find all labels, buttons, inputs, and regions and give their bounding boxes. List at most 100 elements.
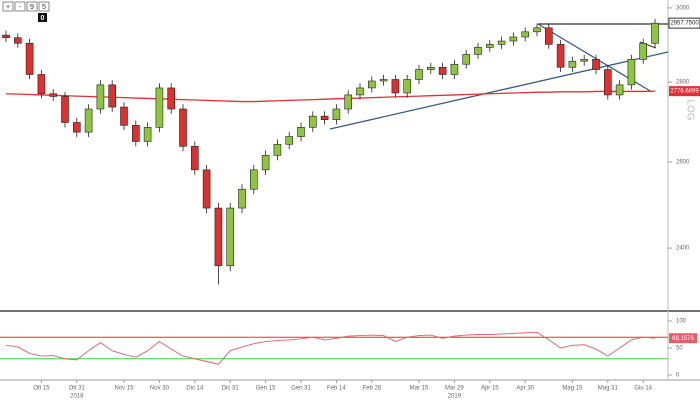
x-tick-label: Gen 15 — [256, 386, 276, 392]
year-label: 2018 — [70, 394, 84, 400]
ma-label: 2776.6899 — [670, 89, 699, 95]
candle-body — [379, 79, 388, 82]
candle-body — [120, 106, 128, 126]
candle-body — [367, 80, 376, 89]
candle-body — [25, 42, 34, 75]
candle-body — [143, 127, 152, 142]
toolbar-button-label[interactable]: + — [6, 4, 10, 11]
x-tick-label: Ott 15 — [33, 386, 50, 392]
candle-body — [226, 207, 234, 267]
rsi-label: 68.1576 — [672, 336, 694, 342]
candle-body — [108, 84, 116, 108]
counter: 0 — [41, 15, 45, 22]
toolbar-button[interactable] — [2, 1, 14, 12]
ma-label-box — [669, 86, 700, 97]
x-tick-label: Feb 14 — [327, 386, 346, 392]
candle-body — [191, 146, 199, 171]
candle-body — [308, 115, 317, 128]
counter-box — [38, 13, 47, 22]
candle-body — [332, 108, 341, 121]
candle-body — [521, 31, 530, 38]
x-tick-label: Apr 30 — [516, 386, 534, 392]
x-tick-label: Giu 14 — [634, 386, 652, 392]
candle-body — [603, 69, 612, 96]
candle-body — [580, 59, 589, 62]
candle-body — [96, 84, 105, 110]
candle-body — [391, 79, 400, 94]
candle-body — [639, 42, 648, 60]
rsi-label-box — [669, 333, 697, 344]
trend-line — [329, 51, 669, 130]
scale-label: LOG — [684, 99, 695, 120]
y-tick-label: 3000 — [676, 5, 690, 11]
x-tick-label: Mar 15 — [410, 386, 429, 392]
candle-body — [474, 47, 482, 55]
candle-body — [214, 207, 223, 267]
x-tick-label: Dic 31 — [222, 386, 240, 392]
candle-body — [438, 66, 447, 75]
candle-body — [2, 34, 10, 39]
y-tick-label: 0 — [676, 373, 680, 379]
x-tick-label: Mag 31 — [598, 386, 619, 392]
rsi-line — [5, 331, 656, 365]
price-label: 2957.7500 — [670, 21, 699, 27]
toolbar: + - 9 5 0 — [2, 1, 50, 22]
x-tick-label: Mar 29 — [445, 386, 464, 392]
price-label-box — [668, 17, 700, 29]
candle-body — [556, 44, 565, 68]
toolbar-button[interactable] — [38, 1, 50, 12]
candle-body — [84, 108, 93, 133]
candle-body — [356, 87, 364, 96]
y-tick-label: 50 — [676, 346, 683, 352]
x-tick-label: Gen 31 — [291, 386, 311, 392]
toolbar-button[interactable] — [26, 1, 38, 12]
toolbar-button-label[interactable]: 5 — [42, 4, 46, 11]
toolbar-button[interactable] — [14, 1, 26, 12]
candle-body — [179, 108, 187, 147]
x-tick-label: Nov 15 — [114, 386, 134, 392]
candle-body — [320, 115, 329, 121]
candle-body — [615, 84, 624, 96]
candle-body — [344, 94, 353, 110]
candle-body — [202, 169, 211, 209]
candle-body — [261, 155, 270, 171]
candle-body — [250, 169, 258, 190]
candle-body — [533, 27, 541, 33]
toolbar-button-label[interactable]: 9 — [30, 4, 34, 11]
candle-body — [544, 27, 553, 45]
candle-body — [273, 143, 282, 156]
candle-body — [285, 136, 294, 145]
x-tick-label: Ott 31 — [69, 386, 86, 392]
candle-body — [73, 122, 81, 133]
candle-body — [568, 60, 577, 68]
candle-body — [49, 93, 58, 97]
y-tick-label: 100 — [676, 319, 687, 325]
candle-body — [509, 36, 518, 42]
candle-body — [497, 40, 506, 45]
x-tick-label: Dic 14 — [186, 386, 204, 392]
candle-body — [592, 59, 600, 70]
x-tick-label: Apr 15 — [481, 386, 499, 392]
x-tick-label: Mag 15 — [562, 386, 583, 392]
candle-body — [627, 59, 636, 86]
candle-body — [415, 69, 423, 80]
candle-body — [14, 37, 22, 44]
year-label: 2019 — [448, 394, 462, 400]
candle-body — [167, 87, 175, 110]
candle-body — [426, 66, 435, 70]
candle-body — [450, 63, 459, 75]
candle-body — [485, 44, 494, 48]
x-tick-label: Feb 28 — [362, 386, 381, 392]
toolbar-button-label[interactable]: - — [19, 4, 22, 11]
y-tick-label: 2800 — [676, 80, 690, 86]
candle-body — [155, 87, 164, 128]
candle-body — [403, 79, 412, 94]
candle-body — [132, 125, 140, 142]
y-tick-label: 2600 — [676, 160, 690, 166]
y-tick-label: 2400 — [676, 246, 690, 252]
candle-body — [297, 127, 305, 137]
candle-body — [651, 22, 659, 44]
candle-body — [462, 54, 471, 65]
x-tick-label: Nov 30 — [150, 386, 170, 392]
